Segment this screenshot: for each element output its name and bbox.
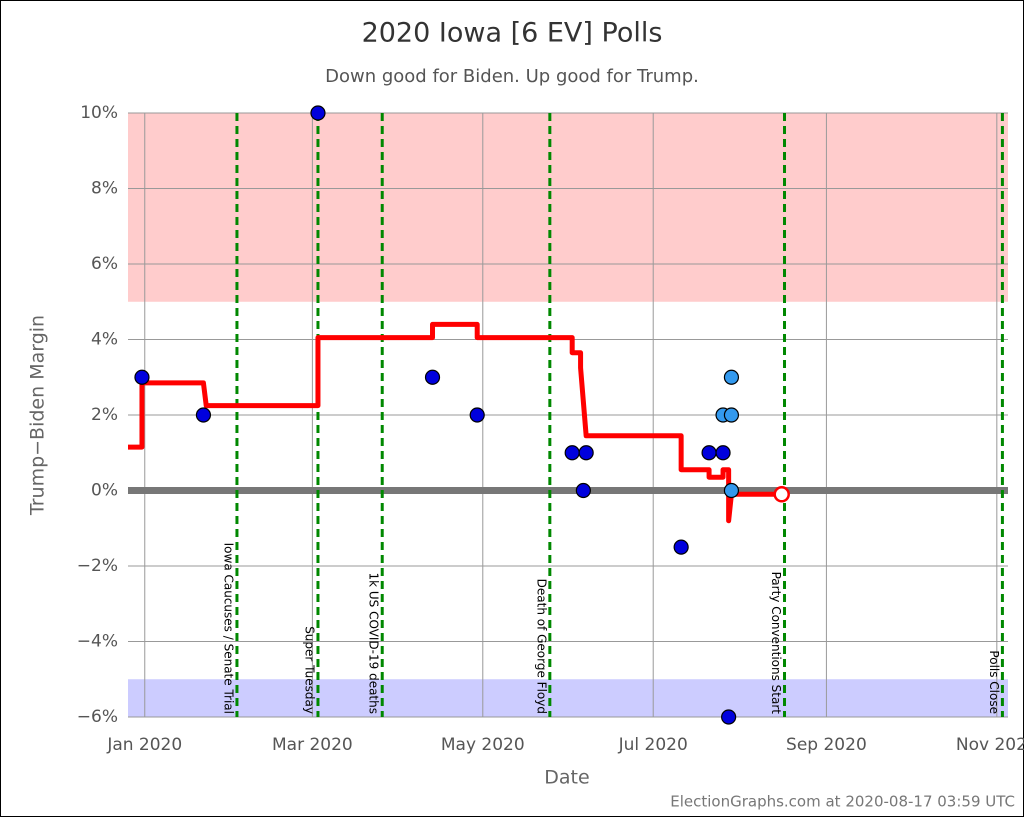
poll-point: [195, 407, 212, 423]
average-end-point: [773, 486, 790, 503]
y-tick-label: 4%: [91, 330, 118, 350]
poll-point: [564, 445, 580, 461]
poll-point: [578, 445, 594, 461]
x-tick-label: Jan 2020: [106, 735, 182, 755]
event-label: Party Conventions Start: [769, 572, 783, 715]
poll-point: [310, 105, 326, 121]
event-label: Iowa Caucuses / Senate Trial: [221, 543, 235, 714]
y-tick-label: 0%: [91, 481, 118, 501]
average-line: [128, 321, 782, 524]
event-label: Death of George Floyd: [534, 579, 548, 714]
x-tick-label: Jul 2020: [618, 735, 688, 755]
x-tick-label: Sep 2020: [786, 735, 867, 755]
y-tick-label: 6%: [91, 254, 118, 274]
y-tick-label: −6%: [77, 707, 118, 727]
event-label: 1k US COVID-19 deaths: [367, 572, 381, 714]
chart-subtitle: Down good for Biden. Up good for Trump.: [325, 66, 699, 87]
y-tick-label: 2%: [91, 405, 118, 425]
x-axis-label: Date: [544, 767, 589, 789]
poll-point: [721, 709, 737, 725]
poll-point: [424, 369, 441, 385]
band: [128, 113, 1008, 302]
event-label: Super Tuesday: [302, 626, 316, 714]
y-tick-label: −4%: [77, 632, 118, 652]
poll-point: [469, 407, 485, 423]
y-axis-label: Trump−Biden Margin: [27, 315, 49, 516]
poll-point: [701, 445, 717, 461]
poll-point: [673, 539, 689, 555]
poll-point: [134, 369, 150, 385]
poll-point: [715, 445, 731, 461]
poll-point: [723, 407, 740, 423]
x-tick-label: Nov 2020: [956, 735, 1024, 755]
y-tick-label: 10%: [80, 103, 118, 123]
band: [128, 679, 1008, 717]
y-tick-label: −2%: [77, 556, 118, 576]
event-label: Polls Close: [987, 650, 1001, 714]
x-tick-label: May 2020: [441, 735, 525, 755]
poll-point: [575, 482, 591, 499]
poll-point: [723, 482, 740, 499]
poll-point: [723, 369, 740, 385]
chart-title: 2020 Iowa [6 EV] Polls: [362, 18, 663, 49]
credit: ElectionGraphs.com at 2020-08-17 03:59 U…: [670, 793, 1015, 811]
y-tick-label: 8%: [91, 179, 118, 199]
x-tick-label: Mar 2020: [272, 735, 353, 755]
